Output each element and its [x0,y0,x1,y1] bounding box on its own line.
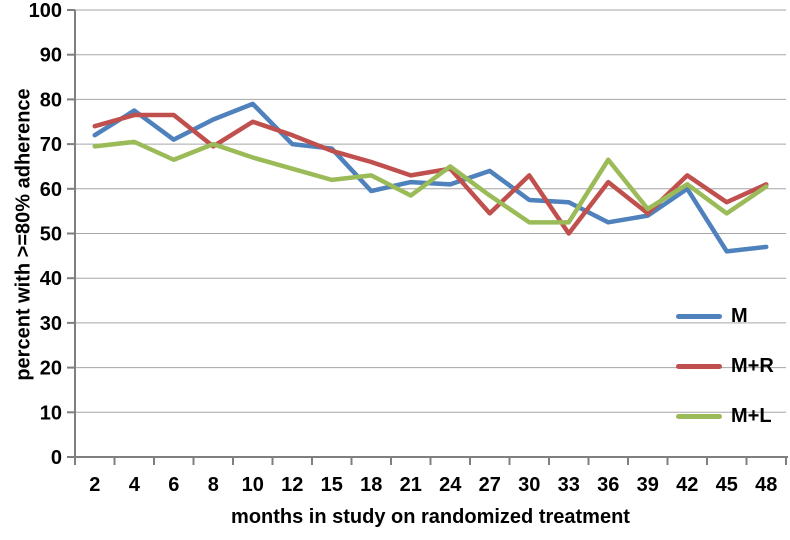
x-tick-label: 30 [518,474,540,496]
y-tick-label: 80 [40,89,62,111]
legend-item-m-r: M+R [676,341,786,391]
x-tick-label: 6 [168,474,179,496]
legend-swatch-m-r-icon [676,363,722,369]
x-tick-label: 8 [208,474,219,496]
legend-item-m-l: M+L [676,391,786,441]
y-tick-label: 50 [40,224,62,246]
legend-label-m-r: M+R [731,354,774,377]
x-tick-label: 10 [242,474,264,496]
y-tick-label: 90 [40,45,62,67]
x-tick-label: 15 [321,474,343,496]
x-tick-label: 27 [479,474,501,496]
x-axis-title: months in study on randomized treatment [231,506,630,528]
series-line-M+L [92,139,769,225]
legend-swatch-m-icon [676,313,722,319]
legend: M M+R M+L [676,291,786,441]
y-tick-label: 20 [40,358,62,380]
y-tick-label: 60 [40,179,62,201]
x-tick-label: 48 [755,474,777,496]
y-tick-label: 70 [40,134,62,156]
legend-item-m: M [676,291,786,341]
x-tick-label: 12 [281,474,303,496]
x-tick-label: 18 [360,474,382,496]
series-line-M+R [92,112,769,236]
x-tick-label: 24 [439,474,462,496]
y-axis-title: percent with >=80% adherence [12,88,35,381]
y-tick-label: 10 [40,402,62,424]
y-tick-label: 30 [40,313,62,335]
x-tick-label: 42 [676,474,698,496]
x-tick-label: 33 [558,474,580,496]
legend-label-m-l: M+L [731,404,772,427]
x-tick-label: 39 [637,474,659,496]
y-tick-label: 100 [29,0,62,22]
x-tick-label: 36 [597,474,619,496]
x-tick-label: 21 [400,474,422,496]
legend-swatch-m-l-icon [676,413,722,419]
series-line-M [92,101,769,254]
legend-label-m: M [731,304,748,327]
y-tick-label: 0 [51,447,62,469]
x-tick-label: 4 [129,474,141,496]
y-tick-label: 40 [40,268,62,290]
x-tick-label: 45 [716,474,738,496]
x-tick-label: 2 [89,474,100,496]
